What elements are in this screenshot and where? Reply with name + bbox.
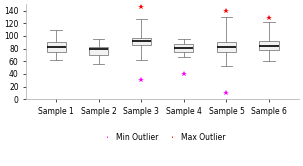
Legend: Min Outlier, Max Outlier: Min Outlier, Max Outlier xyxy=(96,130,229,145)
FancyBboxPatch shape xyxy=(217,42,236,52)
FancyBboxPatch shape xyxy=(132,38,151,45)
FancyBboxPatch shape xyxy=(259,41,278,50)
FancyBboxPatch shape xyxy=(47,42,66,52)
FancyBboxPatch shape xyxy=(174,44,193,52)
FancyBboxPatch shape xyxy=(89,47,108,55)
